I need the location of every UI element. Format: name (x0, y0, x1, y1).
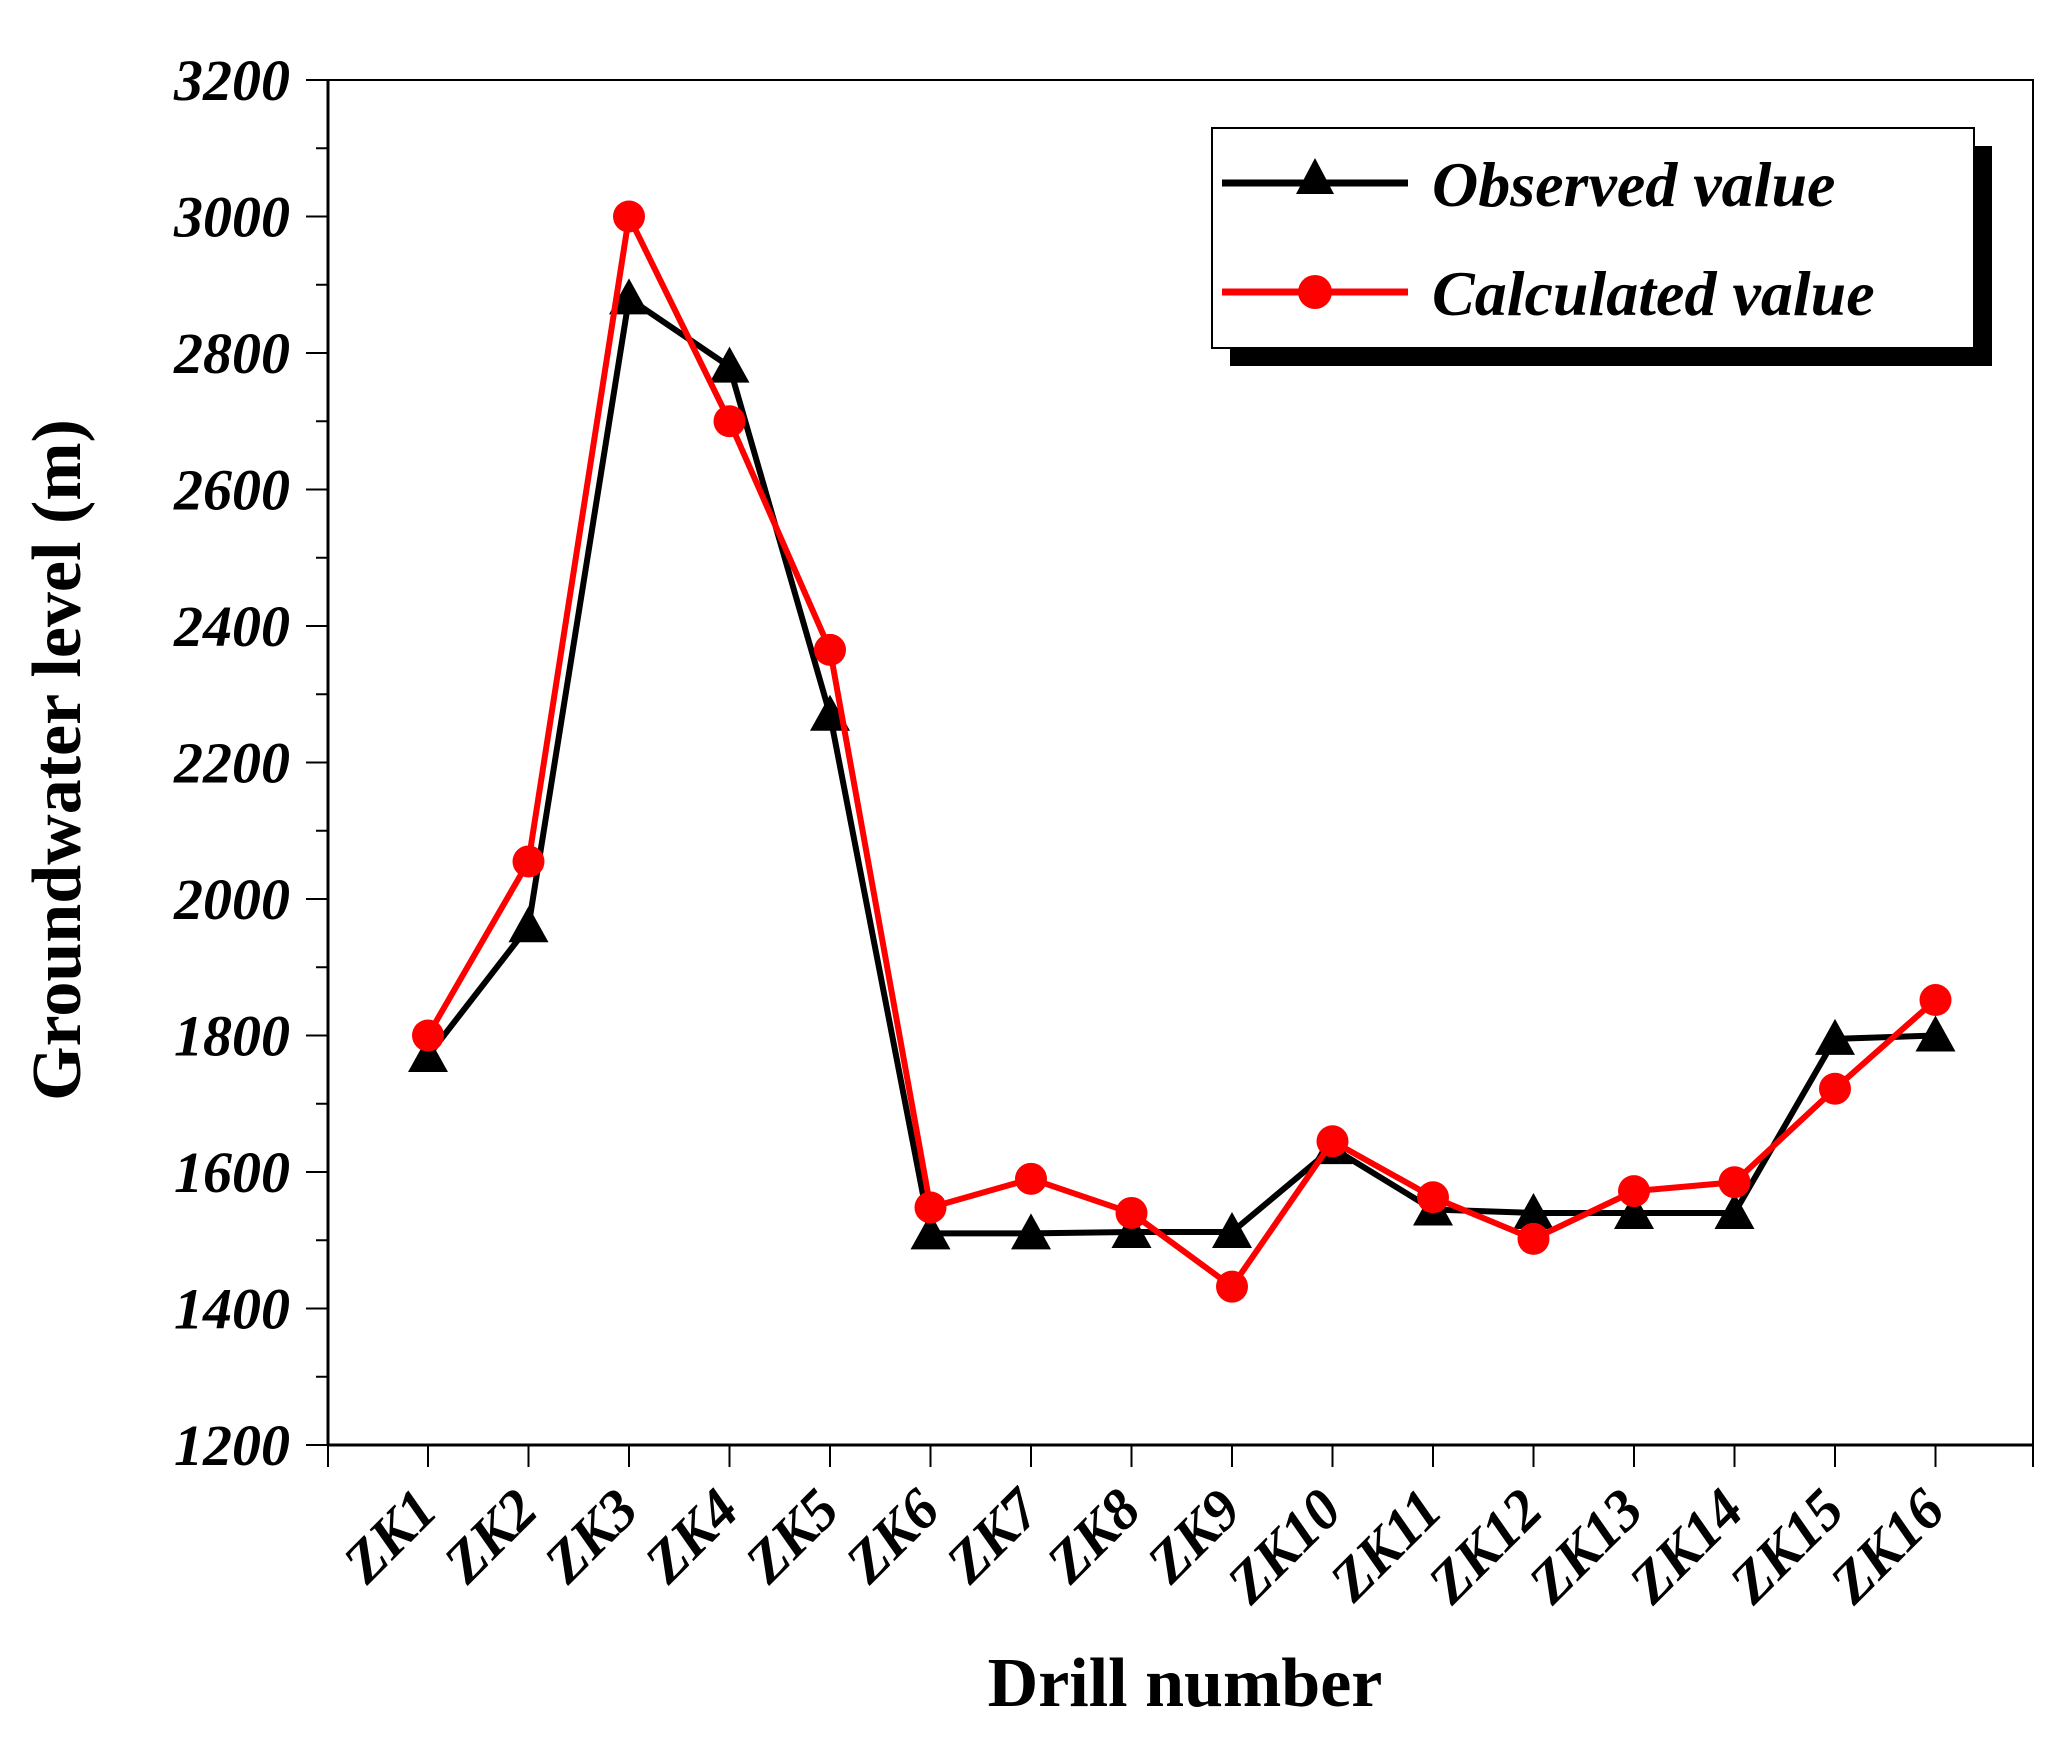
data-point-circle (1015, 1162, 1047, 1195)
x-tick-label: ZK2 (430, 1476, 550, 1596)
y-tick-label: 1400 (174, 1277, 290, 1342)
legend-label-calculated: Calculated value (1432, 258, 1875, 329)
x-tick-label: ZK16 (1817, 1476, 1957, 1616)
y-tick-label: 2600 (173, 458, 290, 523)
data-point-circle (412, 1019, 444, 1052)
x-tick-label: ZK14 (1616, 1476, 1756, 1616)
data-point-triangle (609, 278, 649, 315)
series-line (425, 295, 1936, 1237)
series-layer (408, 200, 1956, 1303)
x-tick-label: ZK1 (330, 1476, 450, 1596)
data-point-triangle (1915, 1015, 1956, 1052)
x-tick-label: ZK6 (832, 1476, 952, 1596)
data-point-circle (1316, 1125, 1349, 1158)
legend-marker-observed (1296, 158, 1334, 194)
legend: Observed value Calculated value (1211, 127, 1992, 366)
data-point-triangle (1714, 1192, 1755, 1229)
x-tick-label: ZK8 (1033, 1476, 1153, 1596)
y-tick-label: 2800 (173, 321, 290, 386)
data-point-triangle (1212, 1212, 1252, 1249)
x-tick-label: ZK12 (1415, 1476, 1555, 1616)
y-tick-label: 2200 (173, 731, 290, 796)
data-point-circle (1718, 1166, 1751, 1199)
legend-box (1211, 127, 1975, 349)
data-point-triangle (910, 1213, 951, 1250)
x-tick-label: ZK13 (1515, 1476, 1655, 1616)
data-point-triangle (709, 346, 750, 383)
x-tick-label: ZK4 (631, 1476, 751, 1596)
data-point-triangle (1513, 1192, 1554, 1229)
data-point-circle (1618, 1175, 1650, 1208)
y-tick-label: 1800 (174, 1004, 290, 1069)
data-point-circle (1216, 1270, 1248, 1303)
data-point-circle (1115, 1196, 1148, 1229)
data-point-triangle (1011, 1213, 1051, 1250)
x-axis-title: Drill number (988, 1645, 1383, 1722)
data-point-triangle (1111, 1212, 1152, 1249)
y-tick-label: 3000 (173, 185, 290, 250)
series-line (425, 213, 1938, 1290)
data-point-circle (713, 405, 746, 438)
data-point-triangle (508, 906, 549, 943)
y-tick-label: 3200 (173, 48, 290, 113)
y-tick-label: 1200 (174, 1413, 290, 1478)
data-point-circle (613, 200, 645, 233)
y-axis-title: Groundwater level (m) (19, 419, 96, 1101)
data-point-circle (914, 1191, 947, 1224)
x-axis: ZK1ZK2ZK3ZK4ZK5ZK6ZK7ZK8ZK9ZK10ZK11ZK12Z… (327, 1445, 2034, 1616)
x-tick-label: ZK5 (732, 1476, 852, 1596)
data-point-triangle (1815, 1018, 1855, 1055)
data-point-circle (512, 845, 545, 878)
data-point-circle (814, 633, 846, 666)
legend-marker-calculated (1298, 275, 1332, 309)
data-point-circle (1417, 1181, 1449, 1214)
x-tick-label: ZK7 (933, 1475, 1054, 1596)
series-observed-value (408, 278, 1956, 1250)
y-tick-label: 1600 (174, 1140, 290, 1205)
y-axis: 1200 1400 1600 1800 2000 2200 2400 2600 2800 3000… (173, 48, 328, 1478)
x-tick-label: ZK15 (1716, 1476, 1856, 1616)
x-tick-label: ZK11 (1316, 1476, 1454, 1614)
data-point-circle (1517, 1222, 1550, 1255)
data-point-triangle (1614, 1192, 1654, 1229)
data-point-circle (1819, 1072, 1851, 1105)
legend-label-observed: Observed value (1432, 149, 1835, 220)
x-tick-label: ZK10 (1214, 1476, 1354, 1616)
y-tick-label: 2000 (173, 867, 290, 932)
x-tick-label: ZK3 (531, 1476, 651, 1596)
data-point-circle (1919, 984, 1952, 1017)
y-tick-label: 2400 (173, 594, 290, 659)
data-point-triangle (408, 1035, 448, 1072)
series-calculated-value (412, 200, 1952, 1303)
